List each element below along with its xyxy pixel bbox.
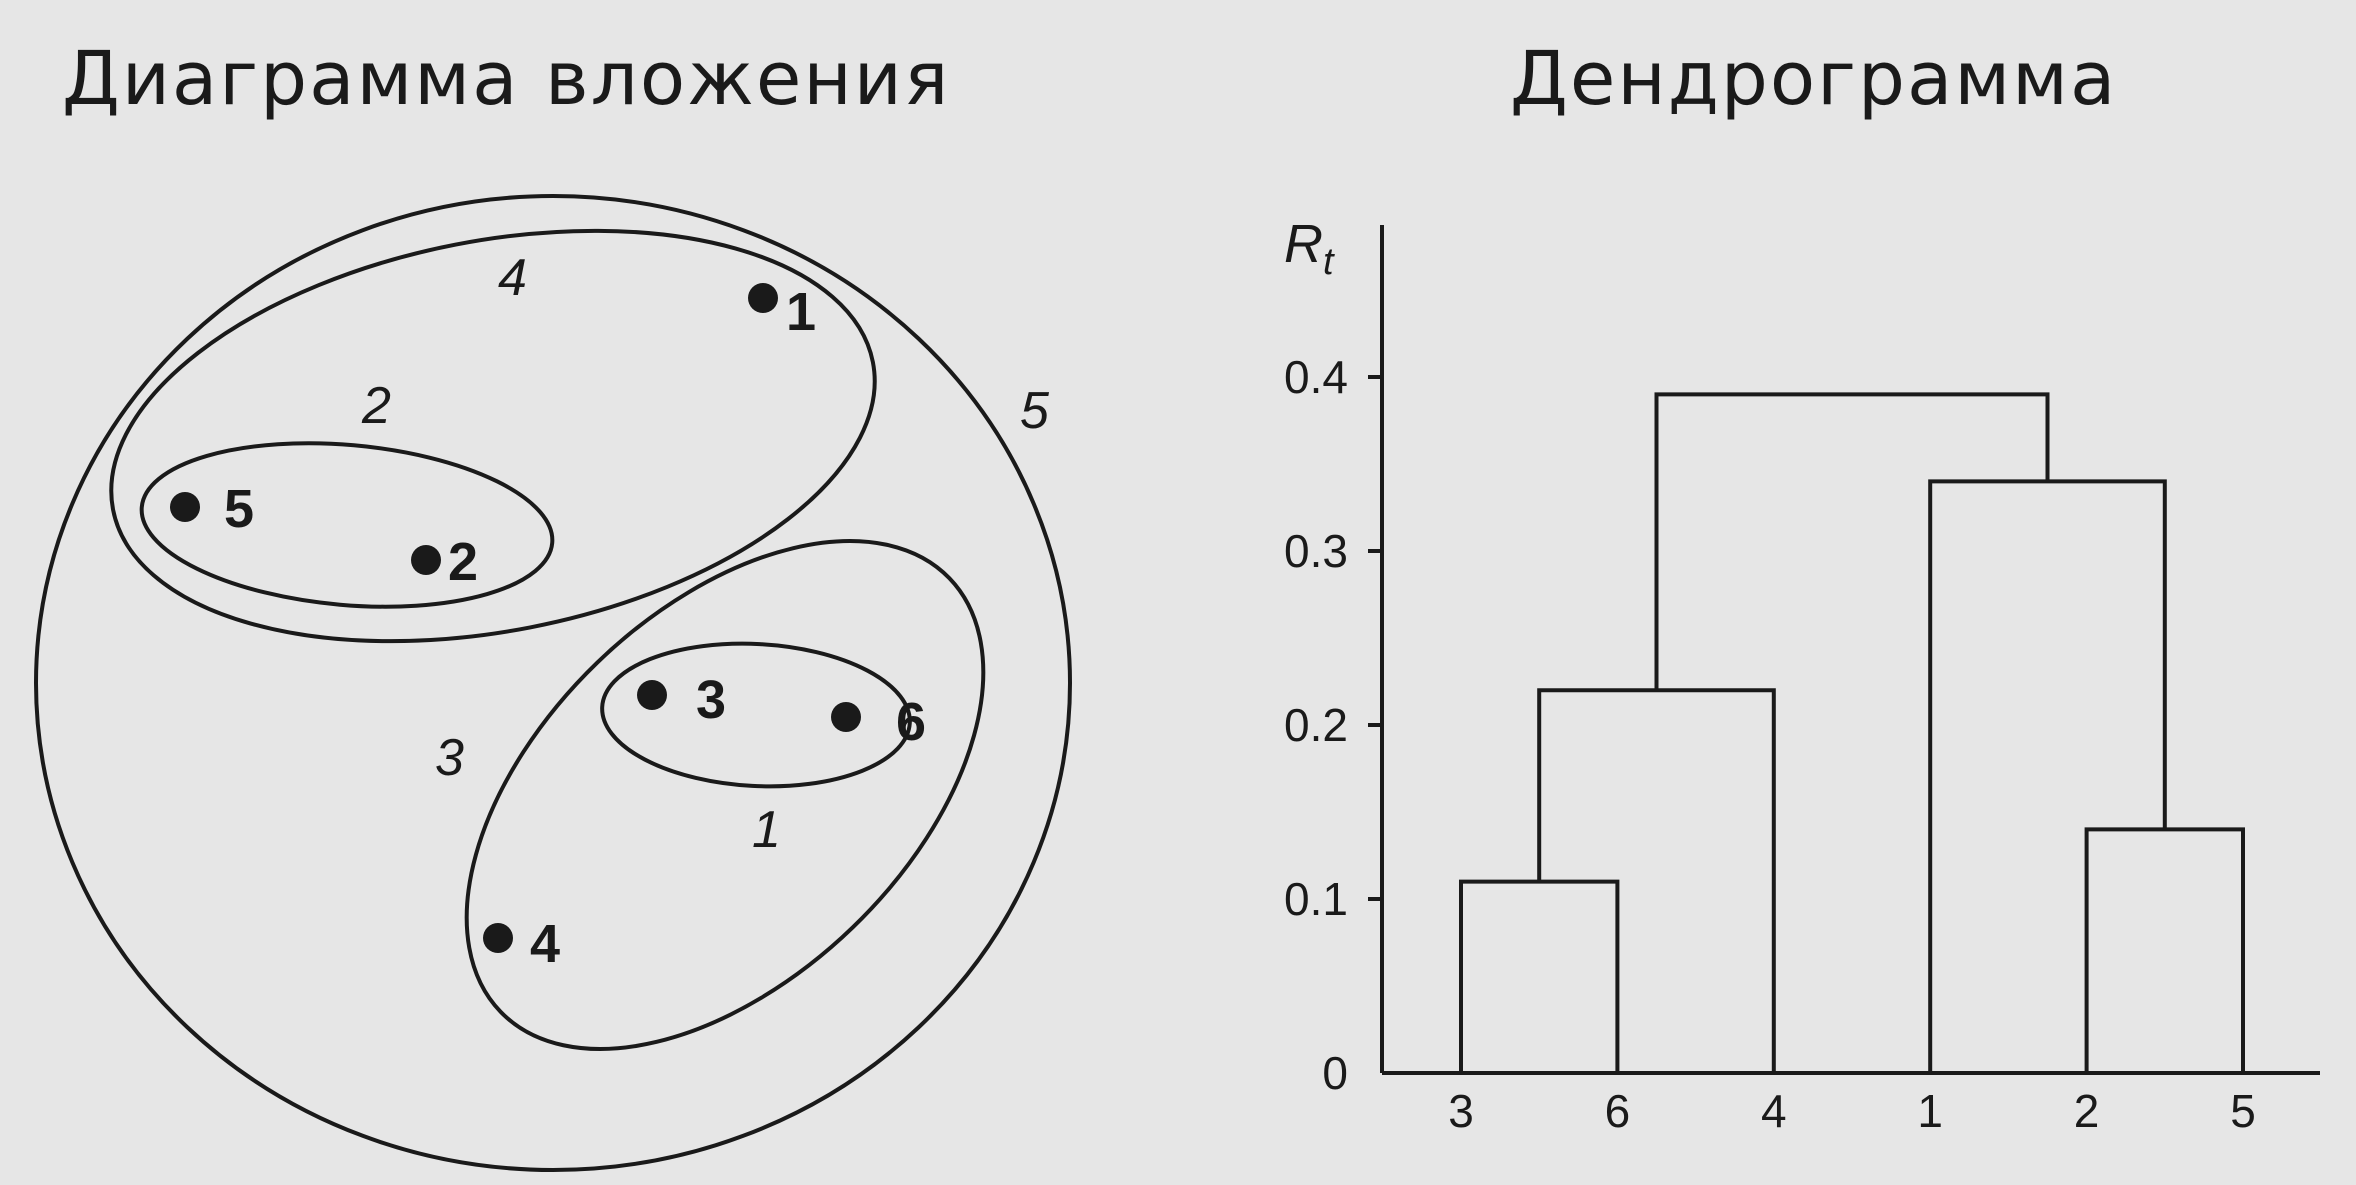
dendrogram-link-cluster-2 (2084, 827, 2245, 1073)
y-tick-label: 0.1 (1284, 873, 1348, 925)
cluster-2-label: 2 (361, 377, 391, 435)
dendrogram-link-cluster-4 (1928, 479, 2167, 1073)
point-2-dot (411, 545, 441, 575)
point-6-label: 6 (896, 692, 926, 752)
nesting-points (170, 283, 861, 953)
y-axis-title: Rt (1284, 214, 1335, 283)
dendrogram-links (1459, 392, 2245, 1073)
cluster-4-outline (109, 228, 877, 644)
y-tick-label: 0.4 (1284, 351, 1348, 403)
cluster-3-outline (464, 539, 986, 1051)
y-tick-labels: 0 0.1 0.2 0.3 0.4 (1284, 351, 1348, 1099)
dendrogram-link-cluster-5 (1654, 392, 2050, 691)
cluster-3-label: 3 (435, 729, 464, 787)
leaf-label: 6 (1605, 1085, 1631, 1137)
cluster-5-outline (34, 194, 1072, 1172)
point-5-dot (170, 492, 200, 522)
x-tick-labels: 3 6 4 1 2 5 (1448, 1085, 2256, 1137)
cluster-2-outline (139, 441, 555, 609)
y-axis-title-main: R (1284, 214, 1323, 274)
point-1-label: 1 (786, 282, 816, 342)
point-3-label: 3 (696, 670, 726, 730)
nesting-diagram-title: Диаграмма вложения (62, 36, 951, 122)
leaf-label: 2 (2074, 1085, 2100, 1137)
y-ticks (1368, 375, 1382, 901)
y-tick-label: 0 (1322, 1047, 1348, 1099)
dendrogram-link-cluster-1 (1459, 879, 1620, 1073)
nesting-diagram (34, 194, 1072, 1172)
dendrogram-title: Дендрограмма (1510, 36, 2118, 122)
y-tick-label: 0.2 (1284, 699, 1348, 751)
leaf-label: 1 (1917, 1085, 1943, 1137)
point-4-dot (483, 923, 513, 953)
cluster-5-label: 5 (1020, 382, 1050, 440)
point-1-dot (748, 283, 778, 313)
y-axis-title-subscript: t (1323, 241, 1335, 283)
point-6-dot (831, 702, 861, 732)
y-tick-label: 0.3 (1284, 525, 1348, 577)
dendrogram-chart: 0 0.1 0.2 0.3 0.4 3 6 4 1 2 5 Rt (1284, 214, 2320, 1137)
cluster-4-label: 4 (498, 249, 527, 307)
cluster-1-label: 1 (752, 801, 781, 859)
leaf-label: 3 (1448, 1085, 1474, 1137)
point-5-label: 5 (224, 479, 254, 539)
point-4-label: 4 (530, 914, 560, 974)
leaf-label: 4 (1761, 1085, 1787, 1137)
cluster-1-outline (600, 641, 912, 789)
leaf-label: 5 (2230, 1085, 2256, 1137)
point-2-label: 2 (448, 532, 478, 592)
point-3-dot (637, 680, 667, 710)
